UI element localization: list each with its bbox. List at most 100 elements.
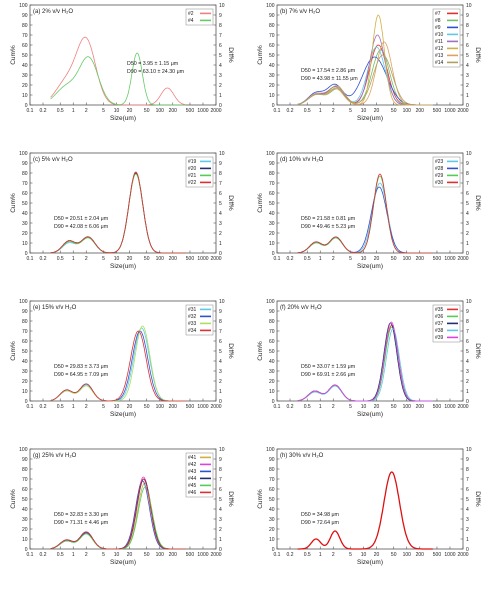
series-line — [297, 321, 433, 402]
y-tick-label: 80 — [269, 23, 275, 29]
x-tick-label: 1 — [72, 404, 75, 410]
y2-tick-label: 3 — [466, 221, 469, 227]
y2-axis-label: Diff% — [227, 343, 234, 359]
y2-tick-label: 9 — [466, 309, 469, 315]
y2-tick-label: 9 — [466, 457, 469, 463]
x-tick-label: 50 — [144, 256, 150, 262]
x-tick-label: 0.5 — [304, 256, 311, 262]
y-tick-label: 10 — [22, 389, 28, 395]
stats-text: D90 = 71.31 ± 4.46 μm — [54, 520, 109, 526]
y-tick-label: 100 — [266, 299, 275, 305]
panel-title: (e) 15% v/v H₂O — [33, 305, 77, 311]
y-tick-label: 20 — [22, 231, 28, 237]
y-tick-label: 50 — [22, 53, 28, 59]
y2-tick-label: 8 — [219, 23, 222, 29]
x-tick-label: 1 — [319, 404, 322, 410]
x-tick-label: 0.2 — [40, 404, 47, 410]
y-tick-label: 100 — [266, 3, 275, 9]
y2-tick-label: 0 — [466, 251, 469, 257]
legend-label: #19 — [188, 159, 197, 165]
y-tick-label: 80 — [22, 319, 28, 325]
x-tick-label: 1000 — [444, 552, 455, 558]
y2-tick-label: 7 — [219, 33, 222, 39]
y2-tick-label: 4 — [219, 63, 222, 69]
y2-tick-label: 10 — [466, 447, 472, 453]
legend-label: #21 — [188, 173, 197, 179]
x-tick-label: 500 — [433, 108, 442, 114]
legend-label: #12 — [435, 46, 444, 52]
y2-tick-label: 0 — [219, 251, 222, 257]
y2-tick-label: 4 — [466, 211, 469, 217]
stats-text: D90 = 69.91 ± 2.66 μm — [301, 372, 356, 378]
x-tick-label: 2 — [85, 552, 88, 558]
x-tick-label: 2000 — [457, 108, 468, 114]
y-tick-label: 80 — [22, 467, 28, 473]
y-tick-label: 20 — [269, 83, 275, 89]
legend: #23#28#29#30 — [432, 156, 461, 188]
x-tick-label: 50 — [144, 108, 150, 114]
x-tick-label: 2000 — [457, 256, 468, 262]
y2-tick-label: 9 — [466, 161, 469, 167]
legend: #31#32#33#34 — [185, 304, 214, 336]
legend-label: #31 — [188, 307, 197, 313]
legend: #41#42#43#44#45#46 — [185, 452, 214, 498]
y2-tick-label: 4 — [219, 211, 222, 217]
y-tick-label: 20 — [22, 527, 28, 533]
y-tick-label: 80 — [269, 171, 275, 177]
legend-label: #14 — [435, 60, 444, 66]
x-tick-label: 5 — [102, 108, 105, 114]
x-tick-label: 20 — [127, 256, 133, 262]
x-tick-label: 500 — [433, 552, 442, 558]
y-tick-label: 0 — [25, 103, 28, 109]
x-tick-label: 0.1 — [27, 256, 34, 262]
y-tick-label: 30 — [269, 369, 275, 375]
legend-label: #9 — [435, 25, 441, 31]
y2-tick-label: 1 — [219, 241, 222, 247]
y2-tick-label: 8 — [466, 319, 469, 325]
x-tick-label: 50 — [144, 404, 150, 410]
y2-tick-label: 1 — [219, 389, 222, 395]
panel-title: (h) 30% v/v H₂O — [280, 453, 324, 459]
y-tick-label: 10 — [22, 241, 28, 247]
x-tick-label: 0.1 — [27, 108, 34, 114]
x-tick-label: 20 — [127, 552, 133, 558]
y2-tick-label: 10 — [219, 299, 225, 305]
y-tick-label: 0 — [272, 547, 275, 553]
y2-tick-label: 3 — [466, 517, 469, 523]
x-tick-label: 50 — [391, 108, 397, 114]
y2-tick-label: 4 — [219, 507, 222, 513]
legend-label: #36 — [435, 314, 444, 320]
stats-text: D50 = 3.95 ± 1.15 μm — [127, 61, 179, 67]
x-tick-label: 200 — [416, 256, 425, 262]
x-tick-label: 500 — [186, 552, 195, 558]
y-tick-label: 70 — [269, 329, 275, 335]
y-tick-label: 60 — [269, 43, 275, 49]
y2-tick-label: 4 — [219, 359, 222, 365]
y-tick-label: 70 — [22, 181, 28, 187]
x-tick-label: 5 — [102, 404, 105, 410]
series-line — [50, 330, 186, 402]
x-tick-label: 0.1 — [274, 552, 281, 558]
y-tick-label: 20 — [269, 379, 275, 385]
x-tick-label: 10 — [114, 256, 120, 262]
x-tick-label: 500 — [433, 404, 442, 410]
y2-tick-label: 9 — [219, 13, 222, 19]
legend-label: #34 — [188, 328, 197, 334]
y-tick-label: 50 — [269, 497, 275, 503]
y-tick-label: 0 — [25, 399, 28, 405]
x-tick-label: 0.2 — [287, 256, 294, 262]
x-tick-label: 20 — [374, 404, 380, 410]
y2-tick-label: 6 — [219, 191, 222, 197]
y-tick-label: 0 — [25, 251, 28, 257]
y2-tick-label: 3 — [466, 369, 469, 375]
y2-tick-label: 2 — [466, 231, 469, 237]
x-tick-label: 20 — [374, 552, 380, 558]
y-tick-label: 60 — [22, 43, 28, 49]
y-tick-label: 60 — [22, 191, 28, 197]
stats-text: D50 = 17.54 ± 2.86 μm — [301, 68, 356, 74]
x-tick-label: 0.2 — [287, 108, 294, 114]
y-tick-label: 100 — [19, 3, 28, 9]
